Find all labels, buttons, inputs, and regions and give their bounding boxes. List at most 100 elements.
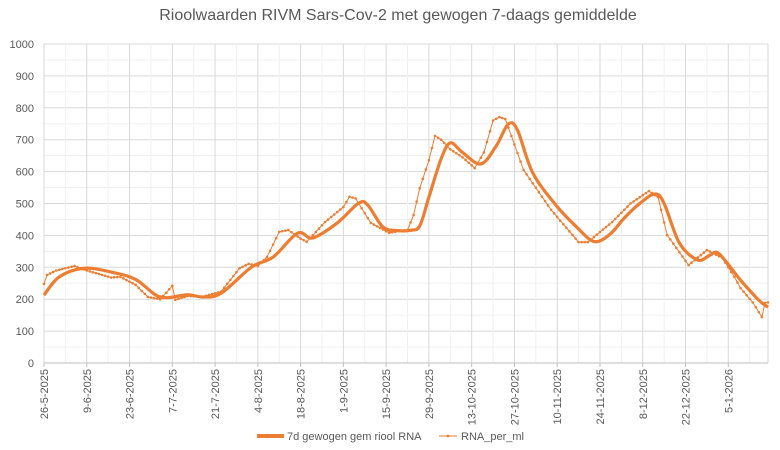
x-tick-label: 18-8-2025 — [296, 369, 308, 419]
data-point-rna-per-ml — [152, 296, 156, 300]
x-tick-label: 13-10-2025 — [467, 369, 479, 425]
data-point-rna-per-ml — [265, 255, 269, 259]
data-point-rna-per-ml — [421, 177, 425, 181]
data-point-rna-per-ml — [140, 289, 144, 293]
data-point-rna-per-ml — [146, 295, 150, 299]
data-point-rna-per-ml — [103, 274, 107, 278]
data-point-rna-per-ml — [342, 205, 345, 209]
x-tick-label: 8-12-2025 — [638, 369, 650, 419]
series-line-rna-per-ml — [43, 116, 769, 319]
data-point-rna-per-ml — [112, 275, 116, 279]
data-point-rna-per-ml — [586, 240, 590, 244]
data-point-rna-per-ml — [751, 301, 755, 304]
data-point-rna-per-ml — [314, 230, 318, 234]
data-point-rna-per-ml — [94, 271, 98, 275]
data-point-rna-per-ml — [119, 275, 122, 279]
data-point-rna-per-ml — [610, 220, 614, 224]
data-point-rna-per-ml — [125, 278, 128, 282]
data-point-rna-per-ml — [222, 286, 226, 289]
data-point-rna-per-ml — [427, 158, 431, 162]
x-tick-label: 22-12-2025 — [681, 369, 693, 425]
data-point-rna-per-ml — [122, 277, 125, 280]
data-point-rna-per-ml — [519, 160, 522, 163]
data-point-rna-per-ml — [91, 270, 95, 274]
data-point-rna-per-ml — [225, 282, 229, 286]
y-tick-label: 800 — [16, 103, 34, 115]
data-point-rna-per-ml — [339, 208, 342, 211]
data-point-rna-per-ml — [452, 149, 455, 153]
data-point-rna-per-ml — [302, 238, 305, 242]
data-point-rna-per-ml — [592, 235, 596, 239]
y-tick-label: 600 — [16, 167, 34, 179]
data-point-rna-per-ml — [348, 195, 351, 199]
data-point-rna-per-ml — [106, 275, 110, 278]
data-point-rna-per-ml — [143, 292, 147, 296]
data-point-rna-per-ml — [85, 269, 89, 272]
data-point-rna-per-ml — [277, 230, 281, 234]
data-point-rna-per-ml — [317, 227, 321, 230]
data-point-rna-per-ml — [61, 267, 64, 271]
data-point-rna-per-ml — [442, 141, 446, 145]
data-point-rna-per-ml — [424, 168, 428, 171]
data-point-rna-per-ml — [604, 225, 608, 229]
data-point-rna-per-ml — [671, 242, 675, 245]
legend-marker-raw — [446, 434, 450, 438]
data-point-rna-per-ml — [638, 195, 641, 199]
x-tick-label: 27-10-2025 — [509, 369, 521, 425]
data-point-rna-per-ml — [494, 117, 498, 121]
data-point-rna-per-ml — [137, 286, 141, 290]
x-tick-label: 7-7-2025 — [167, 369, 179, 413]
data-point-rna-per-ml — [617, 214, 620, 218]
x-tick-label: 26-5-2025 — [39, 369, 51, 419]
data-point-rna-per-ml — [57, 268, 61, 272]
data-point-rna-per-ml — [742, 290, 745, 293]
data-point-rna-per-ml — [305, 240, 309, 244]
data-point-rna-per-ml — [323, 220, 327, 224]
data-point-rna-per-ml — [448, 147, 452, 151]
data-point-rna-per-ml — [171, 284, 174, 288]
data-point-rna-per-ml — [378, 226, 382, 230]
data-point-rna-per-ml — [164, 291, 168, 295]
series-line-7d-gewogen-gem — [42, 121, 769, 309]
data-point-rna-per-ml — [88, 270, 92, 273]
x-tick-label: 9-6-2025 — [82, 369, 94, 413]
data-point-rna-per-ml — [528, 177, 532, 181]
x-tick-label: 21-7-2025 — [210, 369, 222, 419]
data-point-rna-per-ml — [607, 223, 611, 226]
data-point-rna-per-ml — [574, 237, 577, 240]
data-point-rna-per-ml — [433, 134, 437, 138]
data-point-rna-per-ml — [229, 278, 232, 282]
y-tick-label: 900 — [16, 71, 34, 83]
data-point-rna-per-ml — [235, 270, 238, 274]
data-point-rna-per-ml — [531, 181, 535, 185]
data-point-rna-per-ml — [635, 198, 638, 201]
data-point-rna-per-ml — [503, 117, 507, 121]
data-point-rna-per-ml — [335, 210, 339, 214]
data-point-rna-per-ml — [659, 208, 663, 212]
data-point-rna-per-ml — [134, 283, 137, 287]
data-point-rna-per-ml — [461, 155, 464, 159]
data-point-rna-per-ml — [473, 166, 477, 170]
data-point-rna-per-ml — [760, 315, 764, 319]
data-point-rna-per-ml — [299, 237, 302, 240]
data-point-rna-per-ml — [702, 251, 706, 254]
data-point-rna-per-ml — [439, 138, 443, 141]
data-point-rna-per-ml — [241, 265, 244, 269]
data-point-rna-per-ml — [601, 228, 605, 231]
data-point-rna-per-ml — [174, 298, 177, 302]
data-point-rna-per-ml — [629, 202, 632, 205]
data-point-rna-per-ml — [366, 216, 370, 220]
data-point-rna-per-ml — [97, 272, 101, 276]
data-point-rna-per-ml — [247, 262, 250, 266]
data-point-rna-per-ml — [284, 229, 287, 232]
data-point-rna-per-ml — [571, 233, 574, 237]
data-point-rna-per-ml — [620, 211, 623, 215]
data-point-rna-per-ml — [42, 282, 46, 286]
data-point-rna-per-ml — [415, 200, 418, 203]
data-point-rna-per-ml — [745, 293, 748, 297]
data-point-rna-per-ml — [274, 236, 278, 240]
data-point-rna-per-ml — [668, 238, 672, 241]
legend: 7d gewogen gem riool RNA RNA_per_ml — [257, 431, 524, 443]
data-point-rna-per-ml — [555, 215, 559, 219]
data-point-rna-per-ml — [45, 273, 49, 277]
